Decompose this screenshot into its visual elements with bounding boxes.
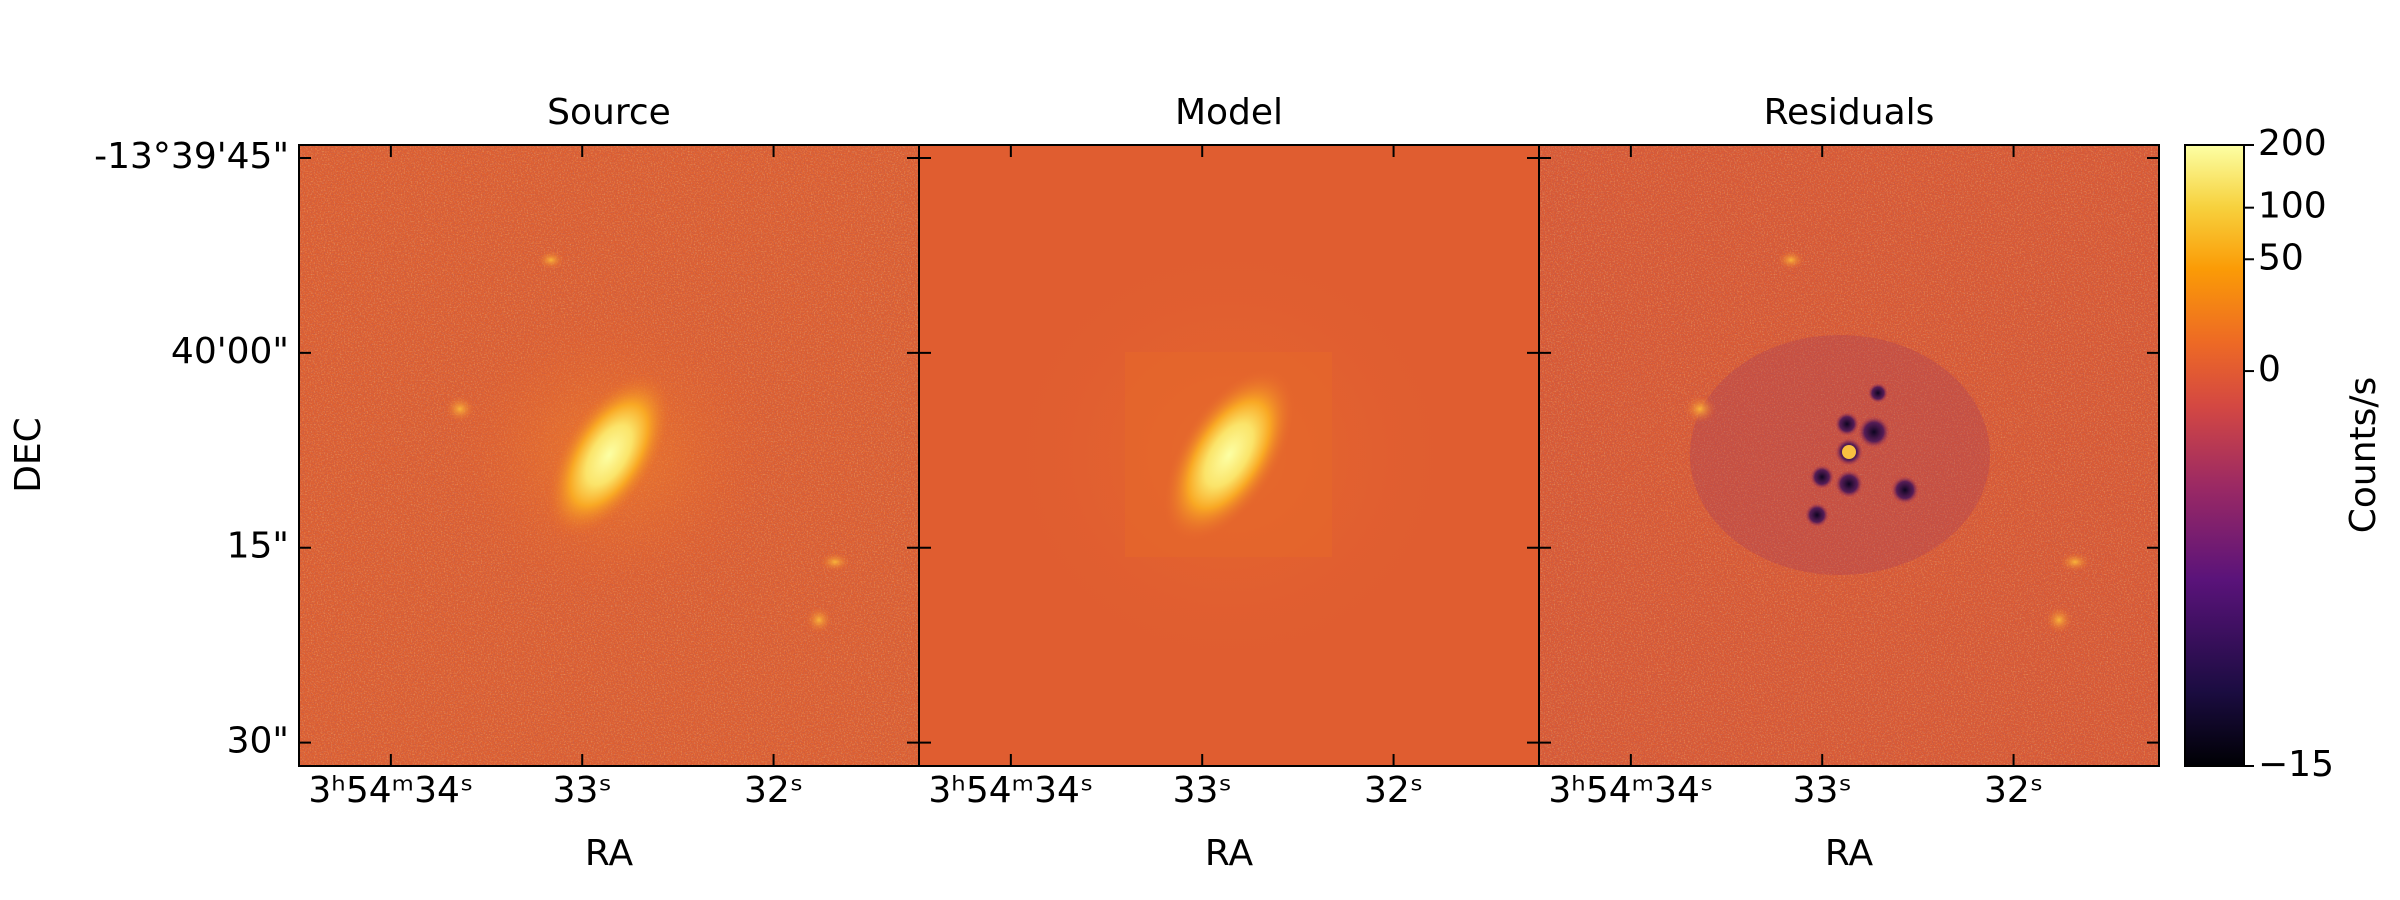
colorbar-tick-label: −15 [2258,744,2334,785]
x-tick-label: 3ʰ54ᵐ34ˢ [308,770,473,811]
x-axis-label: RA [1205,833,1254,874]
x-tick-label: 32ˢ [744,770,803,811]
y-tick-label: 30" [227,721,289,762]
colorbar-frame [2184,144,2245,767]
y-tick-label: 15" [227,526,289,567]
colorbar-tick-label: 100 [2258,186,2327,227]
x-tick-label: 32ˢ [1364,770,1423,811]
x-tick-label: 33ˢ [1793,770,1852,811]
y-axis-label: DEC [8,417,49,493]
colorbar-tick-label: 0 [2258,349,2281,390]
model-image [919,145,1539,766]
x-tick-label: 33ˢ [1173,770,1232,811]
panel-frame [1538,144,2160,767]
axes: Source RA 3ʰ54ᵐ34ˢ 33ˢ 32ˢ -13°39'45" 40'00" 15… [8,92,2384,874]
colorbar-tick-label: 200 [2258,123,2327,164]
y-tick-label: -13°39'45" [94,136,289,177]
x-axis-label: RA [1825,833,1874,874]
colorbar-tick-label: 50 [2258,237,2304,278]
panel-title: Model [1175,92,1283,133]
x-tick-label: 32ˢ [1984,770,2043,811]
panel-title: Source [547,92,671,133]
x-tick-label: 3ʰ54ᵐ34ˢ [1548,770,1713,811]
residuals-image [1539,145,2159,766]
x-tick-label: 3ʰ54ᵐ34ˢ [928,770,1093,811]
y-tick-label: 40'00" [171,331,289,372]
panel-title: Residuals [1764,92,1935,133]
colorbar-label: Counts/s [2343,377,2384,534]
colorbar [2185,145,2244,766]
x-tick-label: 33ˢ [553,770,612,811]
x-axis-label: RA [585,833,634,874]
source-image [299,145,919,766]
